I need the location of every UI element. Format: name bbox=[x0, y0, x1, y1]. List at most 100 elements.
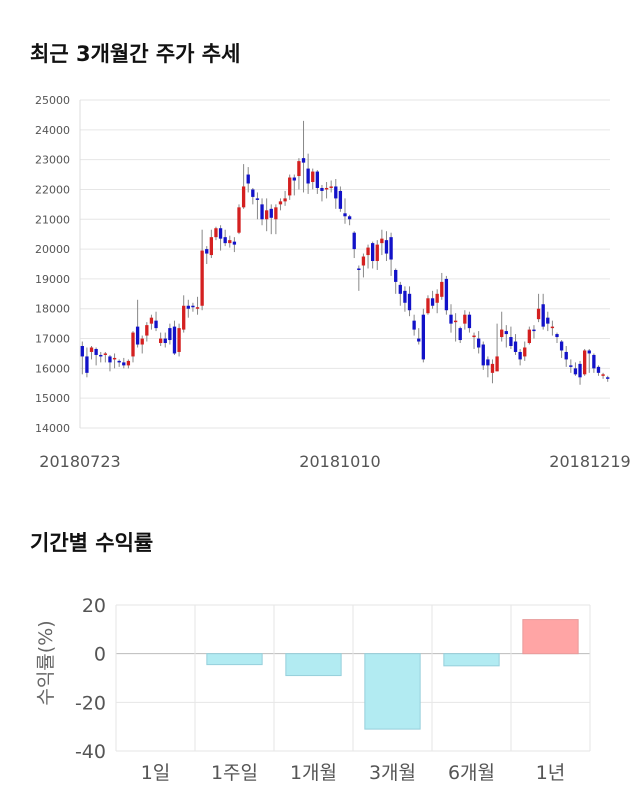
candle-body bbox=[569, 365, 573, 367]
candle-body bbox=[334, 186, 338, 199]
price-candle bbox=[103, 351, 108, 363]
candle-body bbox=[103, 353, 108, 355]
price-candle bbox=[278, 198, 283, 211]
price-candle bbox=[306, 153, 310, 194]
price-y-tick-label: 15000 bbox=[35, 392, 70, 405]
candle-body bbox=[527, 329, 532, 344]
price-candle bbox=[117, 359, 121, 367]
candle-body bbox=[297, 161, 301, 177]
candle-body bbox=[440, 281, 444, 297]
candle-body bbox=[592, 354, 596, 369]
candle-body bbox=[509, 337, 513, 346]
candle-body bbox=[587, 350, 591, 354]
candle-body bbox=[200, 250, 204, 306]
returns-x-tick-labels: 1일 1주일 1개월 3개월 6개월 1년 bbox=[141, 762, 566, 784]
candle-body bbox=[394, 269, 398, 282]
candle-body bbox=[532, 329, 536, 332]
price-candle bbox=[301, 120, 306, 193]
price-candle bbox=[536, 293, 541, 323]
price-candle bbox=[126, 359, 131, 369]
candle-body bbox=[99, 354, 103, 357]
candle-body bbox=[523, 347, 527, 357]
candle-body bbox=[407, 293, 412, 311]
price-candle bbox=[412, 314, 416, 336]
candle-body bbox=[486, 359, 490, 366]
price-candle bbox=[264, 198, 269, 232]
price-candle bbox=[403, 286, 407, 312]
candle-body bbox=[324, 187, 329, 190]
price-candle bbox=[500, 311, 504, 342]
price-candle bbox=[550, 320, 555, 336]
candle-body bbox=[606, 377, 610, 379]
price-candle bbox=[490, 359, 495, 384]
price-candle bbox=[288, 174, 292, 200]
price-candle bbox=[255, 192, 260, 220]
price-candle bbox=[154, 311, 158, 332]
price-candle bbox=[237, 204, 241, 235]
returns-x-tick-label: 1개월 bbox=[290, 762, 337, 784]
candle-body bbox=[412, 320, 416, 330]
candle-body bbox=[315, 171, 320, 188]
price-candle bbox=[467, 311, 472, 333]
price-y-tick-label: 24000 bbox=[35, 124, 70, 137]
price-candle bbox=[320, 184, 324, 202]
candle-body bbox=[232, 241, 237, 245]
price-candle bbox=[582, 348, 587, 376]
candle-body bbox=[311, 171, 315, 182]
candle-body bbox=[375, 244, 379, 262]
candle-body bbox=[209, 237, 214, 256]
price-candle bbox=[407, 286, 412, 317]
candle-body bbox=[228, 240, 232, 244]
candle-body bbox=[264, 210, 269, 220]
price-candle bbox=[311, 168, 315, 190]
candle-body bbox=[163, 338, 167, 344]
candle-body bbox=[578, 363, 582, 378]
candle-body bbox=[218, 228, 223, 239]
price-candle bbox=[394, 268, 398, 294]
returns-y-tick-label: -40 bbox=[75, 741, 106, 763]
price-candle bbox=[444, 275, 449, 315]
candle-body bbox=[426, 298, 430, 314]
price-candle bbox=[546, 311, 550, 332]
price-candle bbox=[158, 332, 163, 346]
candle-body bbox=[292, 177, 296, 181]
price-candle bbox=[195, 296, 200, 315]
price-candle bbox=[269, 204, 273, 235]
price-candle bbox=[112, 353, 117, 369]
price-candle bbox=[518, 348, 522, 366]
candle-body bbox=[398, 284, 402, 294]
price-candle bbox=[297, 158, 301, 190]
returns-x-tick-label: 3개월 bbox=[369, 762, 416, 784]
candle-body bbox=[158, 338, 163, 344]
price-y-tick-label: 21000 bbox=[35, 213, 70, 226]
price-chart-title: 최근 3개월간 주가 추세 bbox=[30, 42, 241, 66]
price-candle bbox=[168, 323, 172, 345]
returns-bar bbox=[285, 653, 342, 677]
returns-chart-title: 기간별 수익률 bbox=[30, 531, 154, 555]
candle-body bbox=[481, 344, 485, 366]
candle-body bbox=[117, 360, 121, 363]
returns-y-tick-label: 0 bbox=[94, 644, 106, 666]
candle-body bbox=[186, 305, 190, 309]
price-candle bbox=[283, 190, 287, 206]
candle-body bbox=[260, 204, 264, 220]
price-candle bbox=[370, 241, 375, 269]
candle-body bbox=[269, 208, 273, 218]
price-candle bbox=[384, 231, 389, 262]
price-candle bbox=[251, 187, 255, 205]
price-candle bbox=[205, 246, 209, 264]
price-candle bbox=[361, 253, 366, 278]
candle-body bbox=[421, 314, 426, 360]
candle-body bbox=[241, 186, 246, 208]
price-candle bbox=[555, 332, 559, 344]
price-candle bbox=[149, 314, 154, 330]
candle-body bbox=[370, 243, 375, 262]
candle-body bbox=[476, 338, 481, 348]
price-y-tick-label: 18000 bbox=[35, 303, 70, 316]
candle-body bbox=[255, 198, 260, 200]
candle-body bbox=[596, 366, 601, 373]
price-candle bbox=[435, 289, 439, 314]
price-candle bbox=[606, 375, 610, 382]
candle-body bbox=[320, 187, 324, 191]
returns-y-tick-label: -20 bbox=[75, 692, 106, 714]
